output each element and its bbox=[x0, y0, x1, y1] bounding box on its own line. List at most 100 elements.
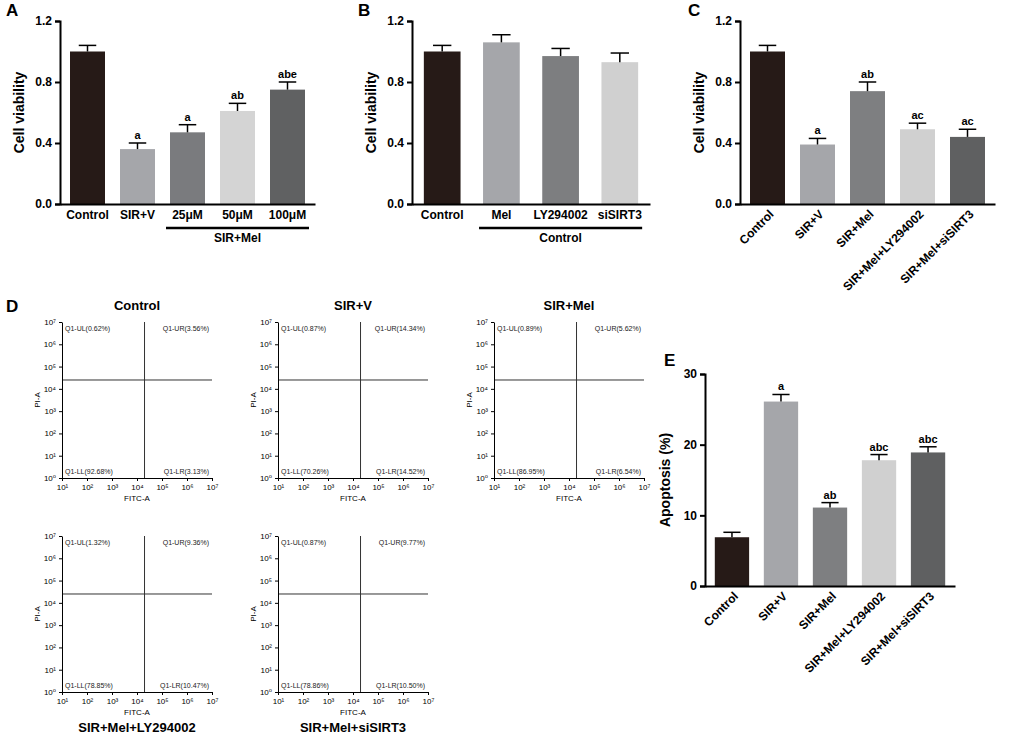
bar bbox=[911, 452, 945, 586]
axis-line bbox=[407, 22, 413, 205]
tick-label: 10³ bbox=[44, 407, 56, 416]
tick: 10⁵ bbox=[260, 577, 278, 586]
tick-label: 10¹ bbox=[476, 452, 488, 461]
axis: 10⁰10¹10²10³10⁴10⁵10⁶10⁷ bbox=[260, 532, 279, 697]
axis-title: Cell viability bbox=[363, 71, 379, 153]
panel-title: SIR+Mel bbox=[544, 298, 595, 313]
error-stem bbox=[767, 45, 769, 51]
tick-label: 10⁷ bbox=[639, 483, 651, 492]
axis-title: PI-A bbox=[33, 392, 42, 408]
tick-label: 10² bbox=[260, 643, 272, 652]
tick: Control bbox=[701, 589, 741, 629]
error-bar bbox=[919, 447, 936, 453]
tick-mark bbox=[212, 478, 213, 481]
tick-label: 50μM bbox=[222, 208, 253, 222]
tick-mark bbox=[59, 692, 62, 693]
tick-label: 10⁷ bbox=[260, 318, 272, 327]
axis-title: Cell viability bbox=[11, 71, 27, 153]
tick: 10⁰ bbox=[44, 474, 62, 483]
tick-label: 10⁰ bbox=[260, 688, 272, 697]
tick: 10³ bbox=[476, 407, 494, 416]
error-cap bbox=[129, 142, 147, 144]
error-stem bbox=[780, 394, 782, 401]
tick-mark bbox=[544, 478, 545, 481]
tick-label: 10⁷ bbox=[44, 532, 56, 541]
quadrant-label: Q1-LL(92.68%) bbox=[65, 468, 113, 476]
bar bbox=[542, 56, 579, 204]
gate-line bbox=[62, 593, 212, 594]
axis-line bbox=[735, 22, 741, 205]
axis-line bbox=[741, 204, 996, 206]
tick: 10² bbox=[260, 643, 278, 652]
panel-label: C bbox=[688, 1, 700, 20]
tick: 0.4 bbox=[715, 136, 740, 150]
tick-label: Control bbox=[421, 208, 464, 222]
tick-label: 10¹ bbox=[57, 697, 69, 706]
tick: 10¹ bbox=[273, 478, 285, 492]
tick-label: 10⁴ bbox=[260, 385, 273, 394]
tick: 10⁶ bbox=[260, 340, 278, 349]
error-bar bbox=[492, 35, 510, 43]
tick: LY294002 bbox=[533, 208, 588, 222]
tick: 10³ bbox=[260, 407, 278, 416]
tick: 10⁴ bbox=[347, 692, 360, 706]
tick: 20 bbox=[684, 438, 705, 452]
tick-mark bbox=[700, 515, 705, 517]
error-cap bbox=[611, 52, 629, 54]
tick: 10⁷ bbox=[639, 478, 651, 492]
tick: 10⁰ bbox=[476, 474, 494, 483]
error-stem bbox=[817, 138, 819, 144]
bar bbox=[483, 42, 520, 204]
tick-label: 10⁷ bbox=[423, 697, 435, 706]
gate-line bbox=[278, 379, 428, 380]
tick-label: SIR+Mel+siSIRT3 bbox=[858, 589, 937, 668]
tick-mark bbox=[59, 344, 62, 345]
error-bar bbox=[229, 103, 247, 111]
tick: 10¹ bbox=[44, 452, 62, 461]
tick-label: 10⁶ bbox=[44, 554, 56, 563]
tick: 10¹ bbox=[476, 452, 494, 461]
error-cap bbox=[229, 103, 247, 105]
tick-label: LY294002 bbox=[533, 208, 588, 222]
tick-label: 10³ bbox=[260, 621, 272, 630]
tick: siSIRT3 bbox=[598, 208, 642, 222]
tick-mark bbox=[275, 603, 278, 604]
tick-mark bbox=[491, 478, 494, 479]
tick: 0.8 bbox=[35, 75, 60, 89]
error-bar bbox=[759, 45, 777, 51]
tick: SIR+V bbox=[755, 589, 790, 624]
tick-label: 0.8 bbox=[387, 75, 404, 89]
tick-mark bbox=[275, 647, 278, 648]
bar bbox=[862, 460, 896, 586]
tick-mark bbox=[59, 603, 62, 604]
tick-mark bbox=[403, 478, 404, 481]
tick: 10⁰ bbox=[44, 688, 62, 697]
tick-label: 10 bbox=[684, 509, 698, 523]
tick-label: 10⁵ bbox=[476, 363, 488, 372]
tick-label: Control bbox=[701, 589, 741, 629]
tick-label: 10² bbox=[298, 483, 310, 492]
error-cap bbox=[79, 45, 97, 47]
tick-label: 1.2 bbox=[715, 14, 732, 28]
gate-line bbox=[144, 536, 145, 692]
tick: 0.8 bbox=[715, 75, 740, 89]
tick-label: 10² bbox=[476, 429, 488, 438]
plot-area bbox=[715, 394, 945, 586]
tick-label: 10² bbox=[260, 429, 272, 438]
tick: 10 bbox=[684, 509, 705, 523]
gate-line bbox=[494, 379, 644, 380]
tick: 10² bbox=[44, 429, 62, 438]
tick-mark bbox=[55, 82, 60, 84]
tick-mark bbox=[59, 411, 62, 412]
tick-label: 10³ bbox=[539, 483, 551, 492]
tick-label: 0.4 bbox=[35, 136, 52, 150]
plot-area bbox=[424, 35, 638, 204]
error-stem bbox=[501, 35, 503, 43]
tick: 10⁴ bbox=[131, 478, 144, 492]
tick: 10² bbox=[44, 643, 62, 652]
tick-label: 10¹ bbox=[273, 697, 285, 706]
quadrant-label: Q1-LL(70.26%) bbox=[281, 468, 329, 476]
tick-mark bbox=[212, 692, 213, 695]
error-stem bbox=[967, 129, 969, 137]
axis-line bbox=[413, 204, 651, 206]
